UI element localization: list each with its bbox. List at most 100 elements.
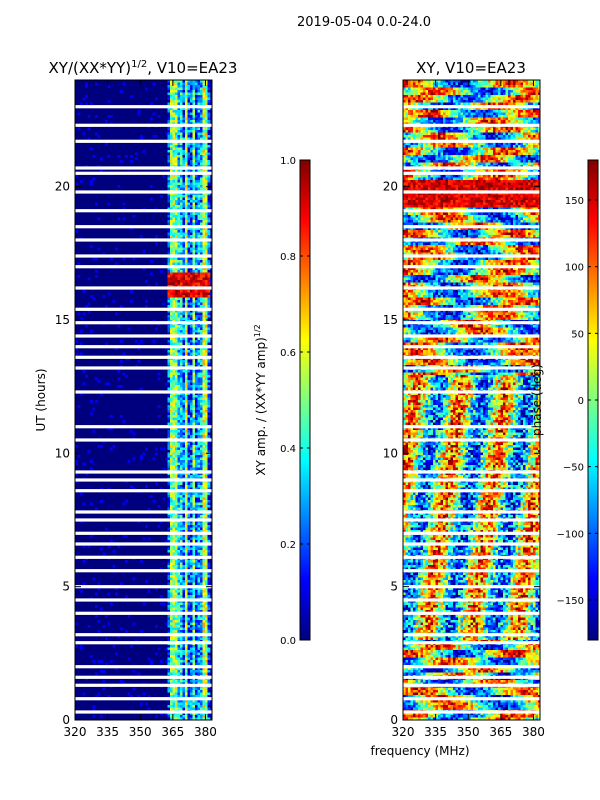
amplitude-x-tick-label: 380 <box>194 725 217 739</box>
flagged-band <box>403 683 540 687</box>
amplitude-y-tick-label: 10 <box>55 446 70 460</box>
amplitude-plot-frame <box>74 79 213 721</box>
flagged-band <box>75 254 212 258</box>
flagged-band <box>75 123 212 127</box>
panel-amplitude-title: XY/(XX*YY)1/2, V10=EA23 <box>49 59 238 77</box>
flagged-band <box>75 478 212 482</box>
phase-flagged-bands <box>403 105 540 714</box>
amplitude-colorbar-label: XY amp. / (XX*YY amp)1/2 <box>253 324 268 475</box>
flagged-band <box>403 425 540 429</box>
flagged-band <box>403 171 540 175</box>
flagged-band <box>403 366 540 370</box>
flagged-band <box>75 366 212 370</box>
phase-x-tick-label: 320 <box>392 725 415 739</box>
flagged-band <box>75 633 212 637</box>
flagged-band <box>403 710 540 714</box>
flagged-band <box>403 665 540 669</box>
flagged-band <box>75 518 212 522</box>
phase-y-tick-label: 15 <box>383 313 398 327</box>
flagged-band <box>75 334 212 338</box>
amplitude-x-tick-label: 335 <box>96 725 119 739</box>
amplitude-colorbar-tick-label: 1.0 <box>280 156 296 167</box>
flagged-band <box>403 478 540 482</box>
flagged-band <box>403 585 540 589</box>
amplitude-colorbar: 0.0 0.2 0.4 0.6 0.8 1.0 XY amp. / (XX*YY amp)… <box>253 156 311 647</box>
flagged-band <box>403 209 540 213</box>
flagged-band <box>75 190 212 194</box>
flagged-band <box>75 585 212 589</box>
flagged-band <box>75 209 212 213</box>
phase-colorbar-tick-label: −50 <box>563 463 584 474</box>
flagged-band <box>75 321 212 325</box>
amplitude-flagged-bands <box>75 105 212 714</box>
flagged-band <box>75 542 212 546</box>
flagged-band <box>75 555 212 559</box>
flagged-band <box>403 334 540 338</box>
phase-y-tick-label: 0 <box>390 713 398 727</box>
flagged-band <box>75 641 212 645</box>
flagged-band <box>75 425 212 429</box>
flagged-band <box>403 675 540 679</box>
flagged-band <box>75 510 212 514</box>
phase-y-tick-label: 5 <box>390 580 398 594</box>
amplitude-colorbar-ramp <box>299 159 311 641</box>
amplitude-heatmap <box>75 80 212 720</box>
flagged-band <box>75 238 212 242</box>
phase-colorbar: −150 −100 −50 0 50 100 150 phase (deg) <box>530 159 599 641</box>
amplitude-colorbar-tick-label: 0.6 <box>280 348 296 359</box>
phase-colorbar-tick-label: −150 <box>557 596 584 607</box>
amplitude-y-tick-label: 0 <box>62 713 70 727</box>
flagged-band <box>75 307 212 311</box>
flagged-band <box>403 390 540 394</box>
flagged-band <box>75 683 212 687</box>
amplitude-colorbar-tick-label: 0.8 <box>280 252 296 263</box>
panel-amplitude: XY/(XX*YY)1/2, V10=EA23 320 335 350 365 380 0… <box>34 59 237 739</box>
flagged-band <box>403 438 540 442</box>
flagged-band <box>75 139 212 143</box>
flagged-band <box>75 531 212 535</box>
flagged-band <box>403 307 540 311</box>
flagged-band <box>403 238 540 242</box>
amplitude-y-tick-label: 20 <box>55 180 70 194</box>
flagged-band <box>403 355 540 359</box>
flagged-band <box>75 390 212 394</box>
flagged-band <box>403 633 540 637</box>
flagged-band <box>403 697 540 701</box>
flagged-band <box>403 286 540 290</box>
flagged-band <box>403 225 540 229</box>
flagged-band <box>403 265 540 269</box>
figure-suptitle: 2019-05-04 0.0-24.0 <box>297 15 431 30</box>
flagged-band <box>403 166 540 170</box>
flagged-band <box>75 611 212 615</box>
phase-plot-frame <box>402 79 541 721</box>
flagged-band <box>403 254 540 258</box>
phase-x-tick-label: 365 <box>489 725 512 739</box>
panel-phase-title: XY, V10=EA23 <box>416 59 526 77</box>
phase-colorbar-tick-label: 150 <box>565 196 584 207</box>
flagged-band <box>75 665 212 669</box>
flagged-band <box>75 697 212 701</box>
flagged-band <box>75 675 212 679</box>
flagged-band <box>403 345 540 349</box>
flagged-band <box>75 105 212 109</box>
flagged-band <box>75 438 212 442</box>
amplitude-y-tick-label: 15 <box>55 313 70 327</box>
flagged-band <box>403 555 540 559</box>
phase-y-tick-label: 20 <box>383 180 398 194</box>
flagged-band <box>403 598 540 602</box>
flagged-band <box>75 489 212 493</box>
amplitude-x-tick-label: 320 <box>64 725 87 739</box>
panel-phase: XY, V10=EA23 320 335 350 365 380 0 5 10 15 20 fre… <box>370 59 544 758</box>
amplitude-y-tick-label: 5 <box>62 580 70 594</box>
amplitude-colorbar-tick-label: 0.4 <box>280 444 296 455</box>
flagged-band <box>403 641 540 645</box>
flagged-band <box>403 321 540 325</box>
phase-colorbar-label: phase (deg) <box>530 364 544 436</box>
amplitude-colorbar-tick-label: 0.0 <box>280 636 296 647</box>
flagged-band <box>75 171 212 175</box>
phase-x-tick-label: 380 <box>522 725 545 739</box>
flagged-band <box>75 265 212 269</box>
flagged-band <box>403 139 540 143</box>
flagged-band <box>75 569 212 573</box>
phase-colorbar-tick-label: −100 <box>557 529 584 540</box>
